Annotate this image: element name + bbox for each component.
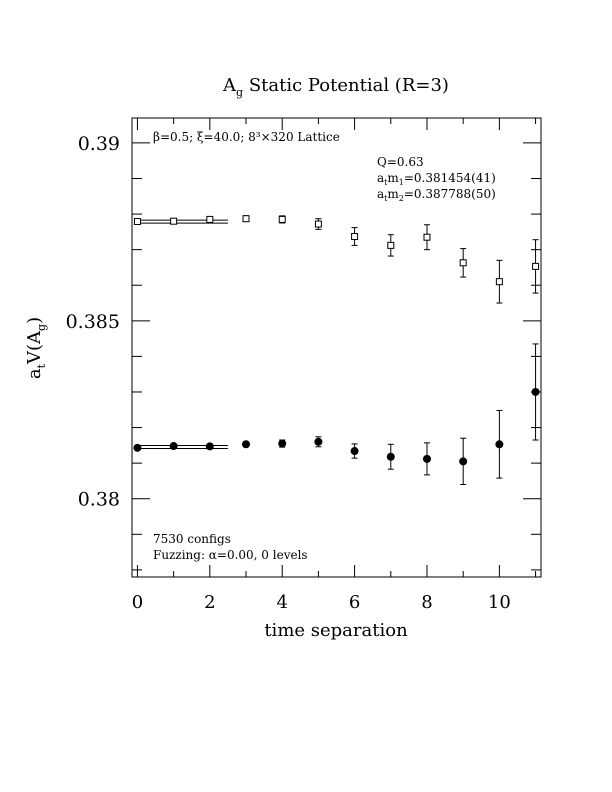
circle-data-point <box>169 442 178 451</box>
chart-title: Ag Static Potential (R=3) <box>222 75 449 99</box>
circle-data-point <box>422 454 431 463</box>
data-points <box>133 215 540 466</box>
square-data-point <box>278 215 286 223</box>
square-data-point <box>314 220 322 228</box>
circle-data-point <box>133 443 142 452</box>
square-data-point <box>206 215 214 223</box>
x-tick-label: 2 <box>204 592 215 613</box>
y-axis-label: atV(Ag) <box>24 317 48 379</box>
circle-data-point <box>350 447 359 456</box>
y-tick-labels: 0.38 0.385 0.39 <box>66 133 120 511</box>
y-tick-label: 0.39 <box>78 133 120 155</box>
q-annotation: Q=0.63 <box>377 155 424 169</box>
x-tick-label: 4 <box>276 592 287 613</box>
error-bars <box>134 215 539 485</box>
square-data-point <box>351 232 359 240</box>
circle-data-point <box>278 439 287 448</box>
square-data-point <box>242 215 250 223</box>
circle-data-point <box>242 440 251 449</box>
circle-data-point <box>386 452 395 461</box>
x-tick-label: 8 <box>421 592 432 613</box>
x-tick-labels: 0 2 4 6 8 10 <box>132 592 511 613</box>
lattice-annotation: β=0.5; ξ=40.0; 8³×320 Lattice <box>153 130 340 144</box>
y-tick-label: 0.385 <box>66 311 120 333</box>
square-data-point <box>459 259 467 267</box>
square-data-point <box>387 241 395 249</box>
circle-data-point <box>495 440 504 449</box>
circle-data-point <box>531 387 540 396</box>
plot-frame <box>131 117 542 578</box>
x-axis-label: time separation <box>264 620 408 641</box>
square-data-point <box>495 278 503 286</box>
x-tick-label: 0 <box>132 592 143 613</box>
configs-annotation: 7530 configs <box>153 532 231 546</box>
circle-data-point <box>205 442 214 451</box>
x-tick-label: 10 <box>488 592 511 613</box>
square-data-point <box>170 217 178 225</box>
x-tick-label: 6 <box>349 592 360 613</box>
square-data-point <box>532 262 540 270</box>
square-data-point <box>133 218 141 226</box>
fit-lines <box>137 219 228 449</box>
square-data-point <box>423 233 431 241</box>
m2-annotation: atm2=0.387788(50) <box>377 187 496 203</box>
fuzzing-annotation: Fuzzing: α=0.00, 0 levels <box>153 548 308 562</box>
circle-data-point <box>314 437 323 446</box>
y-tick-label: 0.38 <box>78 489 120 511</box>
circle-data-point <box>459 457 468 466</box>
m1-annotation: atm1=0.381454(41) <box>377 171 496 187</box>
